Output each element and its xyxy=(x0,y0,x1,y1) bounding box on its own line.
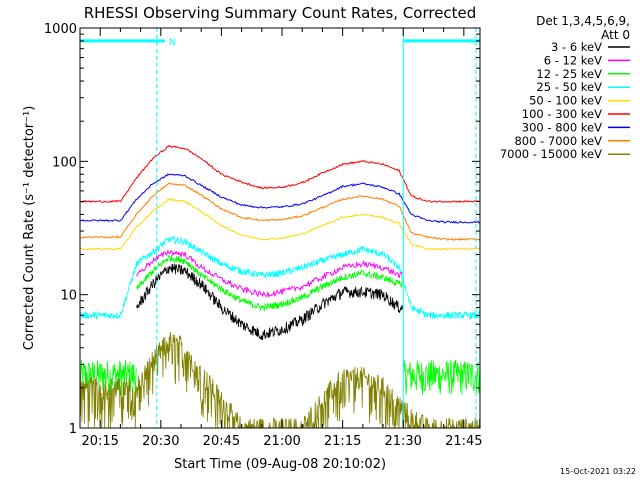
annotation-0: N xyxy=(169,38,176,48)
background-series-segment-1 xyxy=(402,359,481,396)
y-tick-label-2: 100 xyxy=(52,155,77,170)
legend-label-7: 800 - 7000 keV xyxy=(514,134,602,148)
x-tick-label-4: 21:15 xyxy=(324,434,361,449)
series-line-4 xyxy=(79,197,481,251)
x-tick-label-6: 21:45 xyxy=(445,434,482,449)
x-tick-label-2: 20:45 xyxy=(203,434,240,449)
legend-label-1: 6 - 12 keV xyxy=(544,53,602,67)
plot-frame xyxy=(79,27,481,429)
series-line-1 xyxy=(136,249,404,298)
legend-label-6: 300 - 800 keV xyxy=(522,120,602,134)
x-axis-label: Start Time (09-Aug-08 20:10:02) xyxy=(174,457,386,472)
x-tick-label-0: 20:15 xyxy=(81,434,118,449)
x-axis: 20:15 20:30 20:45 21:00 21:15 21:30 21:45 xyxy=(79,28,483,449)
series-line-7 xyxy=(79,182,481,242)
x-tick-label-5: 21:30 xyxy=(384,434,421,449)
y-tick-label-0: 1 xyxy=(69,422,77,437)
series-line-3 xyxy=(79,235,481,321)
series-line-6 xyxy=(79,173,481,224)
y-tick-label-3: 1000 xyxy=(44,22,77,37)
legend-label-3: 25 - 50 keV xyxy=(536,80,602,94)
legend-label-0: 3 - 6 keV xyxy=(551,40,602,54)
legend-label-4: 50 - 100 keV xyxy=(529,94,602,108)
series-line-5 xyxy=(79,144,481,203)
x-tick-label-3: 21:00 xyxy=(263,434,300,449)
chart-title: RHESSI Observing Summary Count Rates, Co… xyxy=(84,4,477,22)
y-tick-label-1: 10 xyxy=(60,289,77,304)
legend-header-line-2: Att 0 xyxy=(601,28,630,42)
y-axis: 1 10 100 1000 xyxy=(44,22,480,437)
generation-timestamp: 15-Oct-2021 03:22 xyxy=(560,467,636,476)
y-axis-label: Corrected Count Rate (s⁻¹ detector⁻¹) xyxy=(22,106,37,351)
legend-label-8: 7000 - 15000 keV xyxy=(500,147,602,161)
series-line-2 xyxy=(136,254,404,312)
series-line-0 xyxy=(136,263,404,341)
x-tick-label-1: 20:30 xyxy=(142,434,179,449)
legend-label-2: 12 - 25 keV xyxy=(536,67,602,81)
legend-header-line-1: Det 1,3,4,5,6,9, xyxy=(536,14,630,28)
legend-label-5: 100 - 300 keV xyxy=(522,107,602,121)
background-series-segment-0 xyxy=(79,359,137,396)
